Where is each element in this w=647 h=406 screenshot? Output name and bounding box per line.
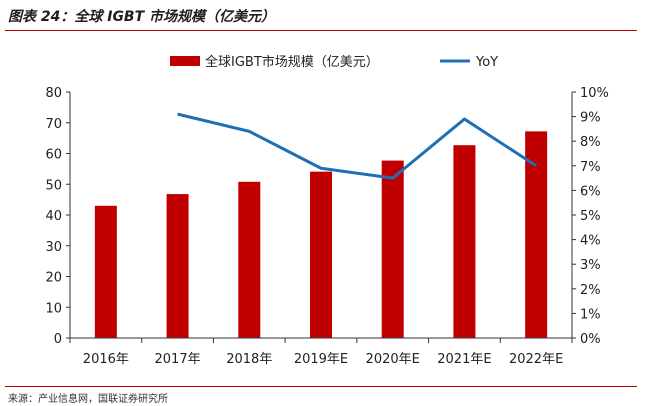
bar bbox=[453, 145, 476, 338]
line-series bbox=[177, 112, 537, 180]
right-tick-label: 7% bbox=[580, 160, 601, 175]
right-tick-label: 3% bbox=[580, 258, 601, 273]
source-rule bbox=[5, 386, 637, 387]
x-tick-label: 2016年 bbox=[83, 352, 129, 367]
left-tick-label: 30 bbox=[45, 240, 62, 255]
x-axis: 2016年 2017年 2018年 2019年E 2020年E 2021年E 2022年E bbox=[69, 337, 573, 367]
right-tick-label: 5% bbox=[580, 209, 601, 224]
right-tick-label: 1% bbox=[580, 307, 601, 322]
x-tick-label: 2022年E bbox=[509, 352, 563, 367]
bar bbox=[238, 181, 261, 338]
right-tick-label: 10% bbox=[580, 86, 609, 101]
legend-line-label: YoY bbox=[475, 55, 498, 70]
left-tick-label: 20 bbox=[45, 271, 62, 286]
bar bbox=[381, 160, 404, 338]
chart: 全球IGBT市场规模（亿美元） YoY 0 10 20 30 40 50 60 70 80 0% 1… bbox=[45, 54, 609, 367]
right-tick-label: 9% bbox=[580, 111, 601, 126]
bar bbox=[166, 194, 189, 338]
left-tick-label: 10 bbox=[45, 301, 62, 316]
left-tick-label: 50 bbox=[45, 178, 62, 193]
x-tick-label: 2017年 bbox=[155, 352, 201, 367]
left-tick-label: 70 bbox=[45, 117, 62, 132]
right-tick-label: 0% bbox=[580, 332, 601, 347]
right-tick-label: 4% bbox=[580, 234, 601, 249]
bar bbox=[94, 205, 117, 338]
x-tick-label: 2018年 bbox=[226, 352, 272, 367]
yoy-line bbox=[177, 112, 537, 180]
left-tick-label: 0 bbox=[54, 332, 62, 347]
bar bbox=[525, 131, 548, 338]
left-tick-label: 40 bbox=[45, 209, 62, 224]
left-axis: 0 10 20 30 40 50 60 70 80 bbox=[45, 86, 71, 347]
left-tick-label: 60 bbox=[45, 148, 62, 163]
right-tick-label: 2% bbox=[580, 283, 601, 298]
source-note: 来源：产业信息网，国联证券研究所 bbox=[8, 394, 168, 405]
title-rule bbox=[5, 30, 637, 31]
x-tick-label: 2019年E bbox=[294, 352, 348, 367]
right-tick-label: 6% bbox=[580, 184, 601, 199]
bar-series bbox=[94, 131, 548, 338]
right-tick-label: 8% bbox=[580, 135, 601, 150]
legend-bar-swatch bbox=[170, 56, 200, 66]
legend: 全球IGBT市场规模（亿美元） YoY bbox=[170, 54, 498, 70]
left-tick-label: 80 bbox=[45, 86, 62, 101]
figure-title: 图表 24：全球 IGBT 市场规模（亿美元） bbox=[8, 9, 276, 25]
x-tick-label: 2020年E bbox=[366, 352, 420, 367]
x-tick-label: 2021年E bbox=[437, 352, 491, 367]
legend-bar-label: 全球IGBT市场规模（亿美元） bbox=[205, 54, 379, 70]
bar bbox=[310, 171, 332, 338]
right-axis: 0% 1% 2% 3% 4% 5% 6% 7% 8% 9% 10% bbox=[571, 86, 609, 347]
